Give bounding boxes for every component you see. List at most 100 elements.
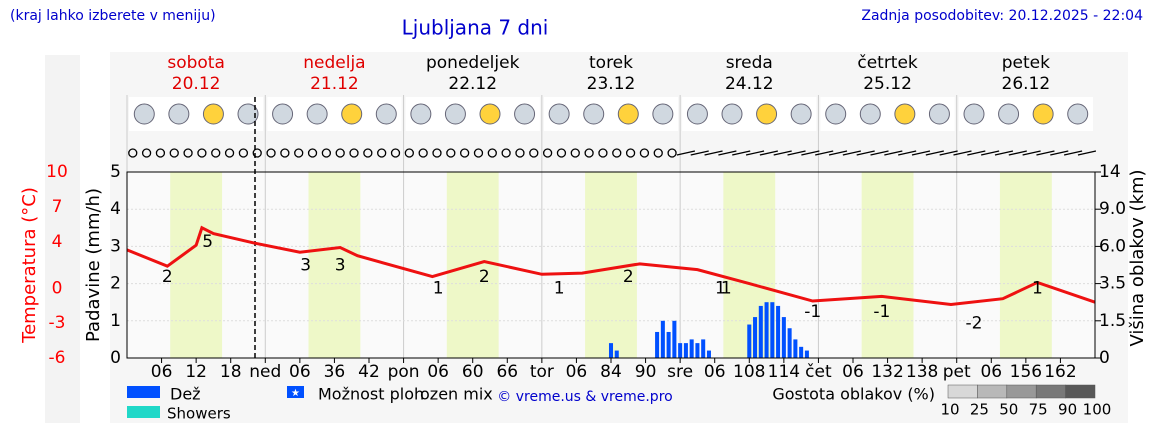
x-tick-label: 12	[185, 362, 207, 382]
wind-barb	[787, 150, 806, 156]
precip-axis-title: Padavine (mm/h)	[83, 188, 104, 342]
temp-label: -1	[873, 302, 890, 322]
calm-wind	[128, 148, 138, 158]
day-name: petek	[1002, 53, 1050, 73]
calm-wind	[335, 148, 345, 158]
wind-barb	[884, 150, 903, 156]
calm-wind	[584, 148, 594, 158]
wind-barb	[732, 150, 751, 156]
cloud-scale-label: 10	[940, 401, 959, 419]
calm-wind	[653, 148, 663, 158]
calm-wind	[542, 148, 553, 158]
day-name: sreda	[726, 53, 773, 73]
calm-wind	[639, 148, 650, 158]
x-tick-label: 36	[324, 362, 346, 382]
calm-wind	[570, 148, 580, 158]
legend-label: Dež	[170, 385, 201, 404]
y-tick-label: 3	[110, 236, 121, 256]
calm-wind	[432, 148, 442, 158]
x-tick-label: 06	[427, 362, 449, 382]
temp-label: 2	[479, 267, 490, 287]
weather-icon	[168, 103, 190, 125]
x-tick-label: čet	[805, 362, 832, 382]
wind-barb	[925, 150, 944, 156]
calm-wind	[169, 148, 179, 158]
wind-barb	[939, 150, 958, 156]
x-tick-label: 156	[1010, 362, 1042, 382]
day-name: četrtek	[857, 53, 918, 73]
cloud-scale-label: 50	[999, 401, 1018, 419]
rain-bar	[793, 339, 798, 358]
calm-wind	[377, 148, 387, 158]
wind-barb	[745, 150, 765, 156]
calm-wind	[266, 148, 276, 158]
calm-wind	[598, 148, 608, 158]
cloud-axis-title: Višina oblakov (km)	[1127, 169, 1148, 346]
calm-wind	[473, 148, 484, 158]
wind-barb	[1077, 150, 1097, 156]
rain-bar	[776, 305, 781, 358]
wind-barb	[815, 150, 834, 156]
wind-barb	[718, 150, 737, 156]
day-date: 23.12	[587, 74, 636, 94]
cloud-scale-label: 75	[1029, 401, 1048, 419]
wind-barb	[1008, 150, 1027, 156]
calm-wind	[404, 148, 414, 158]
rain-bar	[689, 339, 694, 358]
wind-barb	[1063, 150, 1083, 156]
calm-wind	[211, 148, 221, 158]
weather-icon	[133, 103, 155, 125]
rain-bar	[701, 339, 706, 358]
rain-bar	[764, 302, 769, 358]
y-tick-label: 5	[110, 162, 121, 182]
weather-icon	[963, 103, 985, 125]
y2-tick-label: 4	[52, 232, 63, 252]
calm-wind	[224, 148, 235, 158]
rain-bar	[781, 317, 786, 358]
rain-bar	[614, 350, 619, 358]
cloud-scale-box	[1065, 384, 1096, 399]
cloud-tick-label: 1.5	[1099, 311, 1126, 331]
daylight	[170, 172, 223, 358]
weather-icon	[756, 103, 778, 125]
wind-barb	[898, 150, 917, 156]
y-tick-label: 4	[110, 199, 121, 219]
day-date: 26.12	[1002, 74, 1051, 94]
wind-barb	[967, 150, 986, 156]
calm-wind	[459, 148, 470, 158]
weather-icon	[548, 103, 570, 125]
updated: Zadnja posodobitev: 20.12.2025 - 22:04	[861, 8, 1143, 24]
weather-icon	[410, 103, 432, 125]
weather-icon	[306, 103, 328, 125]
cloud-scale-box	[1035, 384, 1066, 399]
x-tick-label: ned	[249, 362, 281, 382]
weather-icon	[1067, 103, 1089, 125]
cloud-tick-label: 3.5	[1099, 274, 1126, 294]
rain-bar	[666, 331, 671, 358]
calm-wind	[667, 148, 677, 158]
x-tick-label: 06	[980, 362, 1002, 382]
daylight	[999, 172, 1052, 358]
y2-tick-label: -6	[49, 348, 66, 368]
calm-wind	[197, 148, 207, 158]
x-tick-label: pon	[388, 362, 420, 382]
weather-icon	[721, 103, 743, 125]
calm-wind	[446, 148, 456, 158]
cloud-tick-label: 9.0	[1099, 199, 1126, 219]
legend-swatch	[287, 386, 304, 398]
cloud-scale-label: 100	[1083, 401, 1112, 419]
wind-barb	[870, 150, 889, 156]
day-date: 25.12	[863, 74, 912, 94]
legend-star: ★	[291, 388, 300, 399]
x-tick-label: 138	[906, 362, 938, 382]
legend-swatch	[127, 386, 160, 398]
x-tick-label: 06	[704, 362, 726, 382]
temp-label: 3	[300, 255, 311, 275]
weather-icon	[583, 103, 605, 125]
wind-barb	[828, 150, 848, 156]
legend-label: Showers	[167, 405, 231, 423]
x-tick-label: 60	[462, 362, 484, 382]
legend-label: Možnost ploh	[318, 385, 424, 404]
weather-icon	[617, 103, 639, 125]
wind-barb	[980, 150, 1000, 156]
